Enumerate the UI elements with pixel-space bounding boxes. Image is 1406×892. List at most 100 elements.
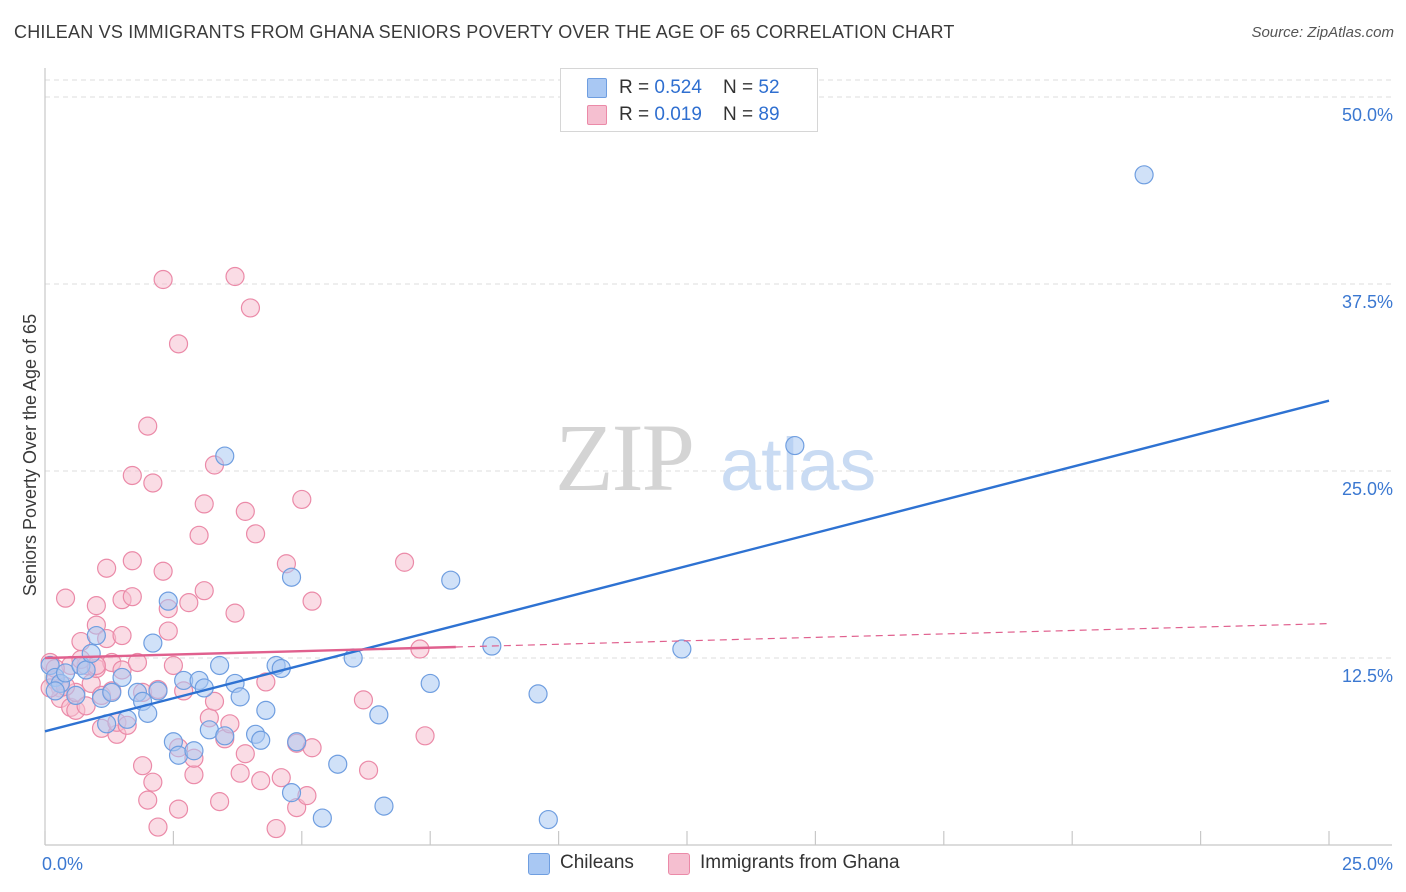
chileans-point [81, 643, 101, 664]
ghana-point [235, 501, 255, 521]
bottom-legend-label: Immigrants from Ghana [700, 852, 900, 873]
chileans-point [281, 783, 302, 803]
watermark-zip: ZIP [555, 404, 693, 511]
chileans-point [148, 681, 168, 701]
ghana-point [210, 792, 230, 812]
legend-r-label: R = [619, 104, 655, 125]
ghana-point [251, 771, 271, 791]
legend-r-label: R = [619, 77, 655, 98]
legend-r-value: 0.019 [654, 104, 702, 125]
chileans-point [55, 663, 76, 683]
series-chileans-points [40, 165, 1154, 830]
correlation-legend: R = 0.524 N = 52 R = 0.019 N = 89 [560, 68, 818, 132]
ghana-point [168, 799, 189, 819]
chileans-point [287, 732, 307, 752]
chileans-point [86, 625, 106, 646]
chileans-point [215, 726, 235, 746]
ghana-point [245, 524, 266, 544]
chileans-point [312, 808, 332, 828]
legend-n-label: N = [723, 77, 759, 98]
ghana-point [225, 266, 245, 287]
ghana-point [163, 655, 183, 676]
chileans-point [785, 435, 805, 456]
ghana-point [353, 690, 374, 710]
ghana-point [148, 817, 168, 837]
y-tick-label: 25.0% [1342, 479, 1393, 499]
chileans-point [117, 709, 137, 729]
ghana-point [168, 334, 189, 354]
ghana-point [153, 269, 173, 290]
ghana-point [86, 596, 106, 616]
x-tick-label: 25.0% [1342, 854, 1393, 874]
ghana-point [204, 691, 225, 711]
gridlines [45, 79, 1392, 659]
chileans-point [672, 639, 692, 659]
chileans-point [230, 687, 250, 707]
trend-lines [44, 399, 1330, 733]
chileans-point [441, 570, 461, 590]
chileans-point [528, 684, 548, 704]
chileans-point [76, 660, 96, 680]
series-ghana-points [40, 266, 435, 839]
y-tick-label: 50.0% [1342, 105, 1393, 125]
ghana-point [138, 790, 158, 810]
source-credit: Source: ZipAtlas.com [1251, 24, 1394, 41]
ghana-trend-line [44, 645, 456, 660]
chileans-point [45, 681, 65, 701]
ghana-point [143, 473, 163, 493]
chileans-point [538, 809, 558, 830]
chileans-point [1134, 165, 1154, 185]
ghana-point [235, 744, 255, 764]
chileans-point [281, 567, 302, 587]
legend-n-value: 52 [758, 77, 780, 98]
ghana-point [189, 525, 209, 545]
ghana-point [358, 760, 379, 780]
ghana-point [292, 489, 312, 510]
ghana-point [179, 593, 199, 613]
chileans-point [66, 685, 86, 706]
ghana-point [225, 603, 245, 623]
chileans-point [369, 705, 389, 725]
ghana-point [240, 298, 261, 318]
watermark: ZIP atlas [555, 404, 876, 511]
tick-labels: 12.5% 25.0% 37.5% 50.0% 0.0% 25.0% [42, 105, 1393, 874]
legend-swatch-blue [587, 78, 607, 98]
chileans-point [143, 633, 163, 653]
chileans-point [184, 741, 204, 761]
ghana-point [112, 625, 132, 646]
bottom-legend-label: Chileans [560, 852, 634, 873]
legend-n-label: N = [723, 104, 759, 125]
chileans-point [420, 673, 440, 694]
chileans-point [215, 446, 235, 466]
ghana-point [55, 588, 76, 608]
chileans-trend-line [44, 399, 1330, 733]
legend-swatch-blue [528, 853, 550, 875]
chileans-point [112, 667, 132, 688]
y-tick-label: 37.5% [1342, 292, 1393, 312]
ghana-point [415, 726, 435, 746]
y-axis-label: Seniors Poverty Over the Age of 65 [20, 314, 40, 596]
legend-swatch-pink [587, 105, 607, 125]
chileans-point [328, 754, 348, 774]
ghana-trend-line-dashed [455, 622, 1330, 648]
legend-n-value: 89 [758, 104, 780, 125]
x-tick-label: 0.0% [42, 854, 83, 874]
chileans-point [374, 796, 394, 816]
axes [44, 68, 1392, 846]
ghana-point [302, 591, 322, 611]
ghana-point [184, 765, 204, 785]
ghana-point [138, 416, 158, 436]
ghana-point [122, 587, 142, 607]
ghana-point [230, 763, 250, 783]
y-tick-label: 12.5% [1342, 666, 1393, 686]
chileans-point [158, 591, 178, 611]
ghana-point [97, 558, 117, 578]
chileans-point [251, 730, 271, 750]
chart-title: CHILEAN VS IMMIGRANTS FROM GHANA SENIORS… [14, 22, 955, 42]
ghana-point [122, 465, 142, 486]
ghana-point [194, 581, 214, 601]
ghana-point [127, 652, 148, 673]
ghana-point [256, 672, 276, 692]
ghana-point [122, 551, 142, 571]
